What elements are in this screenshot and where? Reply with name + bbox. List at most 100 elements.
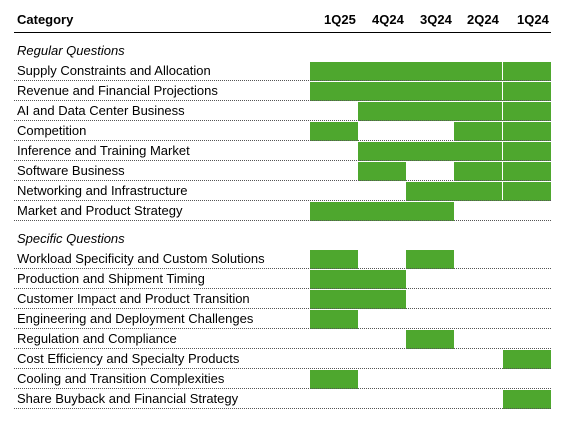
- header-quarter-4q24: 4Q24: [372, 12, 404, 27]
- cell-4q24-marked: [358, 142, 406, 161]
- cell-4q24-marked: [358, 270, 406, 289]
- cell-1q25-empty: [310, 102, 358, 121]
- row-category-label: Revenue and Financial Projections: [17, 83, 218, 98]
- cell-1q24-empty: [503, 270, 551, 289]
- cell-4q24-empty: [358, 122, 406, 141]
- row-category-label: Supply Constraints and Allocation: [17, 63, 211, 78]
- row-category-label: AI and Data Center Business: [17, 103, 185, 118]
- row-category-label: Regulation and Compliance: [17, 331, 177, 346]
- cell-2q24-empty: [454, 250, 502, 269]
- cell-1q25-empty: [310, 330, 358, 349]
- cell-4q24-empty: [358, 250, 406, 269]
- table-row: Customer Impact and Product Transition: [14, 289, 551, 309]
- cell-2q24-empty: [454, 310, 502, 329]
- row-divider: [14, 160, 551, 161]
- row-category-label: Cooling and Transition Complexities: [17, 371, 225, 386]
- table-row: Market and Product Strategy: [14, 201, 551, 221]
- row-category-label: Engineering and Deployment Challenges: [17, 311, 254, 326]
- cell-4q24-marked: [358, 62, 406, 81]
- cell-3q24-empty: [406, 390, 454, 409]
- cell-1q24-marked: [503, 142, 551, 161]
- cell-1q24-empty: [503, 370, 551, 389]
- table-row: AI and Data Center Business: [14, 101, 551, 121]
- row-category-label: Competition: [17, 123, 87, 138]
- cell-4q24-marked: [358, 162, 406, 181]
- cell-4q24-marked: [358, 290, 406, 309]
- row-divider: [14, 200, 551, 201]
- row-category-label: Networking and Infrastructure: [17, 183, 188, 198]
- cell-1q24-marked: [503, 82, 551, 101]
- cell-1q24-empty: [503, 290, 551, 309]
- header-quarter-3q24: 3Q24: [420, 12, 452, 27]
- cell-4q24-marked: [358, 102, 406, 121]
- cell-3q24-marked: [406, 102, 454, 121]
- cell-3q24-marked: [406, 250, 454, 269]
- row-divider: [14, 120, 551, 121]
- cell-2q24-marked: [454, 142, 502, 161]
- cell-2q24-empty: [454, 202, 502, 221]
- row-divider: [14, 388, 551, 389]
- cell-4q24-empty: [358, 350, 406, 369]
- cell-1q24-empty: [503, 310, 551, 329]
- cell-2q24-marked: [454, 62, 502, 81]
- header-rule: [14, 32, 551, 33]
- cell-4q24-empty: [358, 330, 406, 349]
- cell-1q25-marked: [310, 250, 358, 269]
- cell-1q25-empty: [310, 182, 358, 201]
- cell-3q24-marked: [406, 142, 454, 161]
- table-row: Cooling and Transition Complexities: [14, 369, 551, 389]
- cell-2q24-marked: [454, 162, 502, 181]
- cell-2q24-marked: [454, 122, 502, 141]
- cell-2q24-empty: [454, 390, 502, 409]
- cell-3q24-empty: [406, 122, 454, 141]
- cell-3q24-empty: [406, 350, 454, 369]
- cell-1q24-marked: [503, 162, 551, 181]
- header-category: Category: [17, 12, 74, 27]
- row-divider: [14, 288, 551, 289]
- cell-2q24-empty: [454, 370, 502, 389]
- row-category-label: Customer Impact and Product Transition: [17, 291, 250, 306]
- cell-1q25-marked: [310, 270, 358, 289]
- cell-1q25-marked: [310, 310, 358, 329]
- cell-2q24-empty: [454, 330, 502, 349]
- row-category-label: Cost Efficiency and Specialty Products: [17, 351, 240, 366]
- table-row: Workload Specificity and Custom Solution…: [14, 249, 551, 269]
- cell-2q24-marked: [454, 82, 502, 101]
- cell-1q25-marked: [310, 82, 358, 101]
- section-title: Specific Questions: [17, 231, 125, 246]
- cell-1q25-empty: [310, 162, 358, 181]
- cell-3q24-marked: [406, 202, 454, 221]
- cell-1q25-marked: [310, 122, 358, 141]
- row-divider: [14, 328, 551, 329]
- cell-1q24-marked: [503, 182, 551, 201]
- row-category-label: Share Buyback and Financial Strategy: [17, 391, 239, 406]
- cell-1q25-marked: [310, 62, 358, 81]
- cell-1q24-marked: [503, 350, 551, 369]
- cell-3q24-empty: [406, 290, 454, 309]
- row-category-label: Workload Specificity and Custom Solution…: [17, 251, 265, 266]
- row-divider: [14, 368, 551, 369]
- cell-1q24-empty: [503, 330, 551, 349]
- table-row: Revenue and Financial Projections: [14, 81, 551, 101]
- cell-4q24-empty: [358, 182, 406, 201]
- cell-1q24-marked: [503, 102, 551, 121]
- table-row: Supply Constraints and Allocation: [14, 61, 551, 81]
- table-row: Software Business: [14, 161, 551, 181]
- row-category-label: Inference and Training Market: [17, 143, 190, 158]
- row-category-label: Software Business: [17, 163, 125, 178]
- table-row: Regulation and Compliance: [14, 329, 551, 349]
- cell-1q24-marked: [503, 122, 551, 141]
- cell-4q24-marked: [358, 82, 406, 101]
- cell-1q25-empty: [310, 390, 358, 409]
- cell-3q24-empty: [406, 162, 454, 181]
- cell-4q24-empty: [358, 390, 406, 409]
- row-divider: [14, 220, 551, 221]
- header-quarter-1q25: 1Q25: [324, 12, 356, 27]
- cell-3q24-marked: [406, 82, 454, 101]
- row-divider: [14, 80, 551, 81]
- cell-2q24-empty: [454, 350, 502, 369]
- cell-3q24-empty: [406, 370, 454, 389]
- table-row: Share Buyback and Financial Strategy: [14, 389, 551, 409]
- table-row: Cost Efficiency and Specialty Products: [14, 349, 551, 369]
